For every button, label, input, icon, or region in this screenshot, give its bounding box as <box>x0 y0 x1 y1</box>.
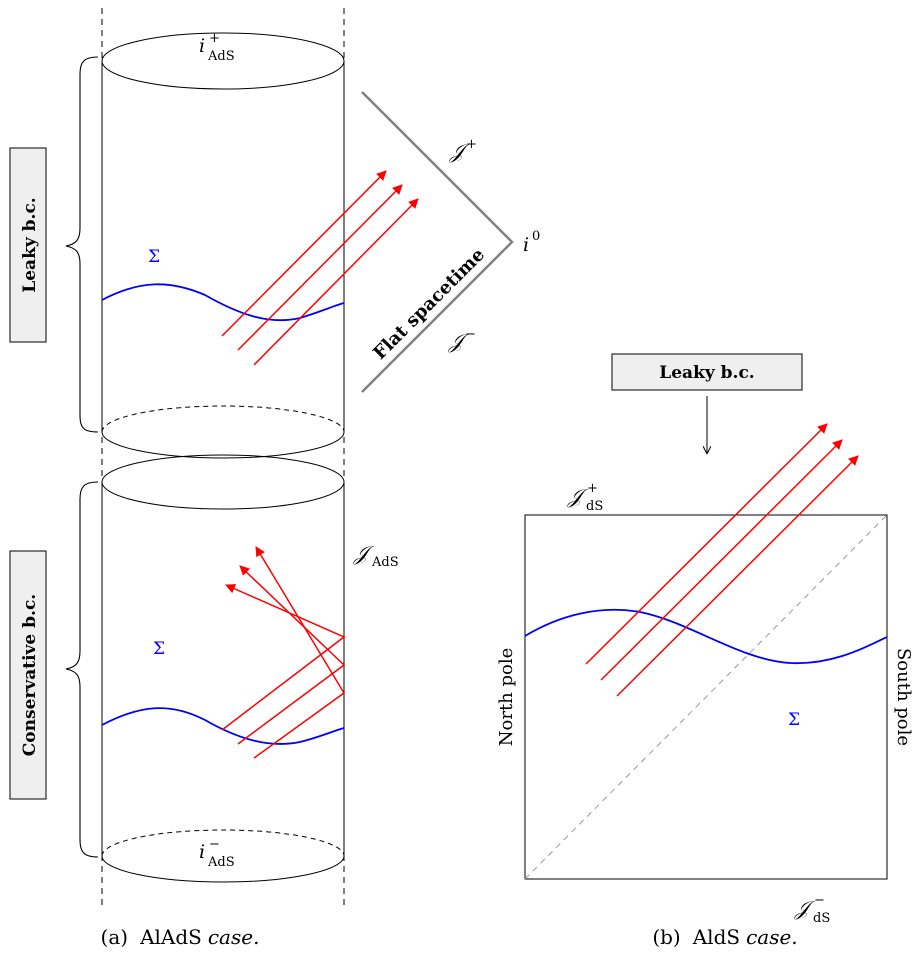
scri-plus-ds-sup: + <box>587 481 598 496</box>
leaky-bc-label-right: Leaky b.c. <box>659 363 754 383</box>
leaky-rays-ds <box>585 423 859 697</box>
ray-escape-2 <box>237 184 403 351</box>
sigma-curve-ds <box>524 608 888 665</box>
south-pole-label: South pole <box>893 648 914 746</box>
i-minus-ads-sup: − <box>209 837 220 852</box>
scri-minus-ds-sup: − <box>814 893 825 908</box>
ds-penrose-square <box>524 514 888 880</box>
leaky-bc-box-left: Leaky b.c. <box>9 147 47 343</box>
leaky-rays-left <box>221 170 419 366</box>
sigma-curve-upper <box>101 283 345 322</box>
scri-minus-ds-sub: dS <box>813 911 830 926</box>
leaky-bc-label-left: Leaky b.c. <box>20 197 40 292</box>
conservative-brace <box>65 481 99 858</box>
scri-ads-sub: AdS <box>371 555 399 570</box>
i-zero-sup: 0 <box>532 229 540 244</box>
ray-escape-3 <box>253 198 419 366</box>
lower-cylinder-bottom-back <box>101 829 345 857</box>
reflected-rays <box>221 546 346 759</box>
i-zero-label: i <box>523 234 529 256</box>
upper-cylinder-bottom-back <box>101 405 345 433</box>
conservative-bc-label: Conservative b.c. <box>20 594 40 756</box>
ray-escape-1 <box>221 170 387 337</box>
sigma-curve-lower <box>101 707 345 745</box>
scri-plus-ds-sub: dS <box>586 499 603 514</box>
lower-cylinder-top <box>101 454 345 510</box>
i-plus-ads-label: i <box>199 35 205 57</box>
ray-ds-2 <box>600 439 843 681</box>
sigma-label-ds: Σ <box>788 710 800 730</box>
scri-plus-sup: + <box>466 137 477 152</box>
leaky-brace <box>65 56 99 433</box>
flat-spacetime-label: Flat spacetime <box>369 244 489 364</box>
north-pole-label: North pole <box>496 648 517 747</box>
i-minus-ads-label: i <box>199 841 205 863</box>
ds-diagonal <box>524 514 888 880</box>
i-plus-ads-sub: AdS <box>207 49 235 64</box>
upper-cylinder-bottom-front <box>101 431 345 459</box>
scri-minus-sup: − <box>465 327 476 342</box>
caption-b: (b) AldS case. <box>652 925 797 949</box>
ray-reflect-2 <box>237 565 346 745</box>
ads-cylinders <box>101 8 345 905</box>
ray-reflect-1 <box>221 584 346 731</box>
sigma-label-upper: Σ <box>148 247 160 267</box>
ray-reflect-3 <box>253 546 345 759</box>
leaky-bc-box-right: Leaky b.c. <box>611 353 803 391</box>
conservative-bc-box: Conservative b.c. <box>9 550 47 800</box>
caption-a: (a) AlAdS case. <box>101 925 260 949</box>
i-minus-ads-sub: AdS <box>207 855 235 870</box>
i-plus-ads-sup: + <box>209 31 220 46</box>
sigma-label-lower: Σ <box>153 639 165 659</box>
flat-spacetime-boundary <box>361 91 514 393</box>
ray-ds-1 <box>585 423 828 665</box>
lower-cylinder-bottom-front <box>101 855 345 883</box>
ray-ds-3 <box>616 455 859 697</box>
